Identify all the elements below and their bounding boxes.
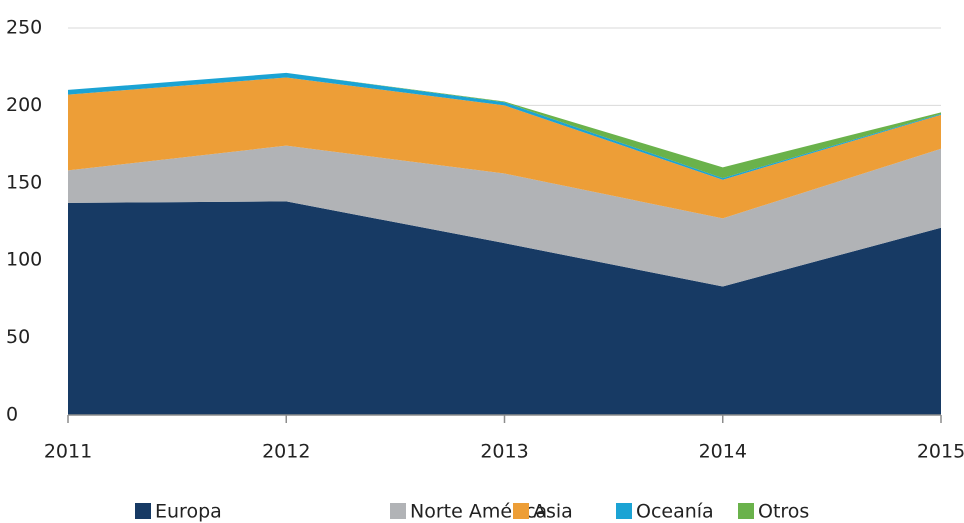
y-tick-label: 150 [6,171,42,193]
legend-label: Europa [155,501,222,523]
area [68,72,941,180]
legend-swatch [135,503,151,519]
area [68,201,941,415]
legend-label: Oceanía [636,501,714,523]
x-tick-label: 2012 [262,441,310,463]
y-tick-label: 0 [6,404,18,426]
legend-swatch [616,503,632,519]
area [68,77,941,219]
legend-swatch [390,503,406,519]
legend-label: Asia [533,501,573,523]
y-tick-label: 250 [6,17,42,39]
area [68,145,941,287]
x-tick-label: 2011 [44,441,92,463]
y-tick-label: 50 [6,326,30,348]
legend-swatch [513,503,529,519]
legend-label: Norte América [410,501,547,523]
legend-swatch [738,503,754,519]
y-tick-label: 200 [6,94,42,116]
y-tick-label: 100 [6,249,42,271]
legend-label: Otros [758,501,809,523]
x-tick-label: 2013 [480,441,528,463]
x-tick-label: 2015 [917,441,964,463]
x-tick-label: 2014 [699,441,747,463]
